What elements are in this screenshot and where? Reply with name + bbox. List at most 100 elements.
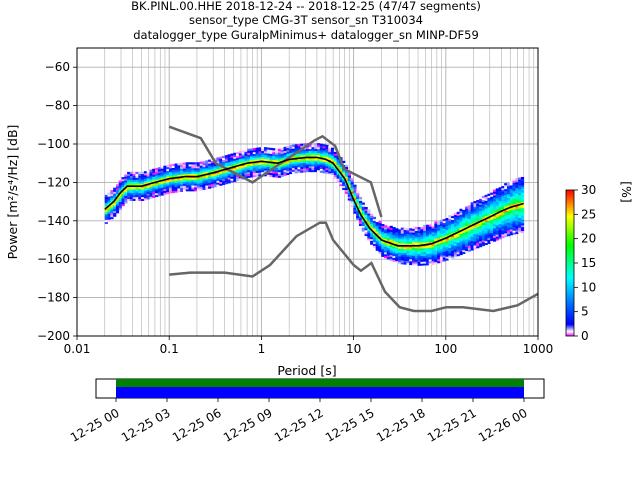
psd-cell xyxy=(512,215,516,218)
psd-cell xyxy=(515,201,519,204)
psd-cell xyxy=(506,193,511,196)
psd-cell xyxy=(266,174,270,177)
x-tick-label: 1 xyxy=(258,342,266,356)
psd-cell xyxy=(431,262,435,266)
psd-cell xyxy=(417,255,421,259)
psd-cell xyxy=(322,161,326,164)
psd-cell xyxy=(280,151,284,154)
psd-cell xyxy=(277,148,282,151)
psd-cell xyxy=(467,216,472,220)
psd-cell xyxy=(322,146,326,149)
psd-cell xyxy=(319,168,324,171)
psd-cell xyxy=(492,202,497,206)
psd-cell xyxy=(406,229,410,233)
psd-cell xyxy=(191,181,195,184)
psd-cell xyxy=(495,190,499,193)
psd-cell xyxy=(252,149,256,153)
psd-cell xyxy=(314,168,318,171)
psd-cell xyxy=(107,219,111,222)
psd-cell xyxy=(423,263,427,266)
psd-cell xyxy=(342,187,346,190)
psd-cell xyxy=(490,207,494,211)
psd-cell xyxy=(509,188,513,192)
psd-cell xyxy=(261,169,265,173)
psd-cell xyxy=(110,213,114,216)
psd-cell xyxy=(208,161,212,164)
psd-cell xyxy=(465,218,469,221)
psd-cell xyxy=(411,247,416,250)
psd-cell xyxy=(358,202,363,205)
psd-cell xyxy=(143,180,148,183)
psd-cell xyxy=(479,221,483,225)
psd-cell xyxy=(305,160,310,163)
psd-cell xyxy=(406,258,410,262)
psd-cell xyxy=(484,202,488,205)
psd-cell xyxy=(213,185,217,188)
psd-cell xyxy=(236,171,240,174)
psd-cell xyxy=(467,209,472,212)
psd-cell xyxy=(453,251,458,254)
psd-cell xyxy=(208,178,212,182)
psd-cell xyxy=(188,162,192,165)
psd-cell xyxy=(168,175,173,178)
psd-cell xyxy=(512,194,516,197)
psd-cell xyxy=(289,162,293,165)
psd-cell xyxy=(350,187,354,190)
psd-cell xyxy=(230,165,234,168)
psd-cell xyxy=(141,189,145,192)
psd-cell xyxy=(336,170,340,173)
psd-cell xyxy=(423,249,427,253)
psd-cell xyxy=(479,210,483,213)
psd-cell xyxy=(275,167,279,170)
psd-cell xyxy=(208,167,212,170)
psd-cell xyxy=(439,233,444,236)
psd-cell xyxy=(476,205,480,208)
psd-cell xyxy=(174,178,178,182)
psd-cell xyxy=(411,263,416,266)
psd-cell xyxy=(305,152,310,155)
psd-cell xyxy=(157,188,162,191)
psd-cell xyxy=(467,220,472,223)
psd-cell xyxy=(241,167,245,170)
psd-cell xyxy=(451,215,455,219)
psd-cell xyxy=(487,199,491,202)
psd-cell xyxy=(453,245,458,248)
psd-cell xyxy=(286,163,290,166)
psd-cell xyxy=(481,236,486,239)
psd-cell xyxy=(269,174,273,177)
psd-cell xyxy=(470,242,474,245)
psd-cell xyxy=(308,168,312,171)
psd-cell xyxy=(152,174,156,177)
psd-cell xyxy=(456,238,460,241)
psd-cell xyxy=(445,256,449,259)
psd-cell xyxy=(269,151,273,154)
psd-cell xyxy=(328,173,332,176)
psd-cell xyxy=(325,169,329,173)
psd-cell xyxy=(481,238,486,241)
psd-cell xyxy=(289,166,293,169)
psd-cell xyxy=(504,233,508,236)
psd-cell xyxy=(481,241,486,245)
psd-cell xyxy=(417,230,421,234)
psd-cell xyxy=(448,257,452,260)
psd-cell xyxy=(400,260,405,263)
psd-cell xyxy=(127,177,131,180)
psd-cell xyxy=(244,170,248,173)
psd-cell xyxy=(199,180,203,184)
psd-cell xyxy=(495,224,499,228)
psd-cell xyxy=(210,170,215,173)
psd-cell xyxy=(188,185,192,188)
psd-cell xyxy=(277,165,282,169)
psd-cell xyxy=(504,194,508,197)
psd-cell xyxy=(303,143,307,146)
psd-cell xyxy=(263,166,268,169)
psd-cell xyxy=(439,260,444,263)
psd-cell xyxy=(182,185,187,188)
psd-cell xyxy=(104,216,108,219)
psd-cell xyxy=(420,238,424,241)
psd-cell xyxy=(398,235,402,238)
psd-cell xyxy=(129,189,134,192)
psd-cell xyxy=(347,181,351,184)
psd-cell xyxy=(409,241,413,244)
psd-cell xyxy=(205,179,209,182)
